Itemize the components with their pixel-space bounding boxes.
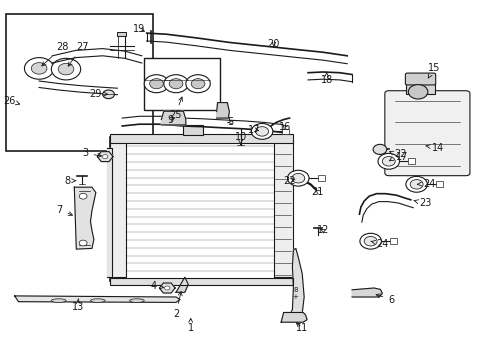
Text: +: + bbox=[292, 294, 298, 300]
Circle shape bbox=[405, 176, 427, 192]
Text: 17: 17 bbox=[247, 125, 260, 135]
Bar bbox=[273, 140, 293, 277]
Text: 22: 22 bbox=[283, 176, 295, 186]
Bar bbox=[110, 140, 125, 277]
Text: 29: 29 bbox=[89, 89, 107, 99]
Bar bbox=[144, 58, 220, 110]
Polygon shape bbox=[15, 296, 180, 302]
Circle shape bbox=[79, 240, 87, 246]
FancyBboxPatch shape bbox=[384, 91, 469, 176]
Text: 26: 26 bbox=[3, 96, 20, 106]
Circle shape bbox=[291, 174, 304, 183]
FancyBboxPatch shape bbox=[405, 73, 435, 85]
Circle shape bbox=[163, 75, 188, 93]
Text: 28: 28 bbox=[42, 42, 69, 66]
Circle shape bbox=[409, 180, 422, 189]
Polygon shape bbox=[176, 277, 188, 292]
Text: 14: 14 bbox=[425, 143, 443, 153]
Circle shape bbox=[372, 144, 386, 154]
Circle shape bbox=[102, 154, 108, 159]
Text: 1: 1 bbox=[187, 319, 193, 333]
Bar bbox=[183, 125, 203, 135]
Text: 2: 2 bbox=[173, 292, 182, 319]
Bar bbox=[389, 238, 396, 244]
Circle shape bbox=[164, 286, 170, 290]
Bar bbox=[110, 278, 293, 285]
Bar bbox=[110, 137, 293, 281]
Polygon shape bbox=[161, 111, 185, 125]
Text: 23: 23 bbox=[413, 198, 431, 208]
Circle shape bbox=[51, 58, 81, 80]
Text: 25: 25 bbox=[168, 97, 182, 120]
Text: 24: 24 bbox=[370, 239, 388, 249]
Text: 5: 5 bbox=[227, 117, 233, 127]
Text: 6: 6 bbox=[375, 294, 393, 305]
Text: 18: 18 bbox=[320, 72, 332, 85]
Polygon shape bbox=[159, 283, 175, 293]
Polygon shape bbox=[97, 152, 113, 162]
Ellipse shape bbox=[51, 299, 66, 302]
Text: 24: 24 bbox=[416, 179, 435, 189]
Bar bbox=[407, 158, 414, 164]
Text: 21: 21 bbox=[311, 186, 324, 197]
Ellipse shape bbox=[90, 299, 105, 302]
Polygon shape bbox=[74, 187, 96, 249]
Polygon shape bbox=[287, 248, 304, 319]
Circle shape bbox=[359, 233, 381, 249]
Polygon shape bbox=[281, 312, 306, 322]
Text: 7: 7 bbox=[57, 204, 72, 215]
Circle shape bbox=[24, 58, 54, 79]
Bar bbox=[317, 175, 324, 181]
Circle shape bbox=[251, 123, 272, 139]
Circle shape bbox=[255, 127, 268, 136]
Bar bbox=[281, 129, 288, 134]
Circle shape bbox=[191, 78, 204, 89]
Bar bbox=[6, 14, 152, 151]
Bar bbox=[405, 83, 434, 94]
Circle shape bbox=[382, 157, 394, 166]
Text: 17: 17 bbox=[389, 151, 407, 162]
Circle shape bbox=[144, 75, 168, 93]
Text: 4: 4 bbox=[151, 281, 163, 291]
Text: 8: 8 bbox=[292, 287, 297, 293]
Text: 15: 15 bbox=[427, 63, 440, 78]
Polygon shape bbox=[351, 288, 382, 297]
Text: 13: 13 bbox=[72, 299, 84, 312]
Polygon shape bbox=[216, 103, 229, 118]
Circle shape bbox=[79, 193, 87, 199]
Polygon shape bbox=[106, 148, 112, 277]
Text: 27: 27 bbox=[68, 42, 88, 66]
Text: 16: 16 bbox=[278, 122, 290, 132]
Circle shape bbox=[185, 75, 210, 93]
Circle shape bbox=[407, 85, 427, 99]
Circle shape bbox=[377, 153, 399, 169]
Bar bbox=[117, 32, 125, 36]
Text: 12: 12 bbox=[316, 225, 328, 235]
Text: 19: 19 bbox=[133, 24, 145, 34]
Circle shape bbox=[169, 78, 183, 89]
Text: 8: 8 bbox=[64, 176, 76, 186]
Text: 20: 20 bbox=[267, 39, 280, 49]
Circle shape bbox=[58, 63, 74, 75]
Text: 22: 22 bbox=[389, 149, 406, 161]
Text: 11: 11 bbox=[295, 323, 308, 333]
Circle shape bbox=[31, 63, 47, 74]
Circle shape bbox=[287, 170, 308, 186]
Text: 10: 10 bbox=[234, 132, 246, 145]
Circle shape bbox=[364, 237, 376, 246]
Bar bbox=[435, 181, 442, 187]
Ellipse shape bbox=[129, 299, 144, 302]
Text: 9: 9 bbox=[167, 114, 174, 125]
Bar bbox=[110, 134, 293, 143]
Circle shape bbox=[149, 78, 163, 89]
Circle shape bbox=[102, 90, 114, 99]
Text: 3: 3 bbox=[82, 148, 102, 158]
